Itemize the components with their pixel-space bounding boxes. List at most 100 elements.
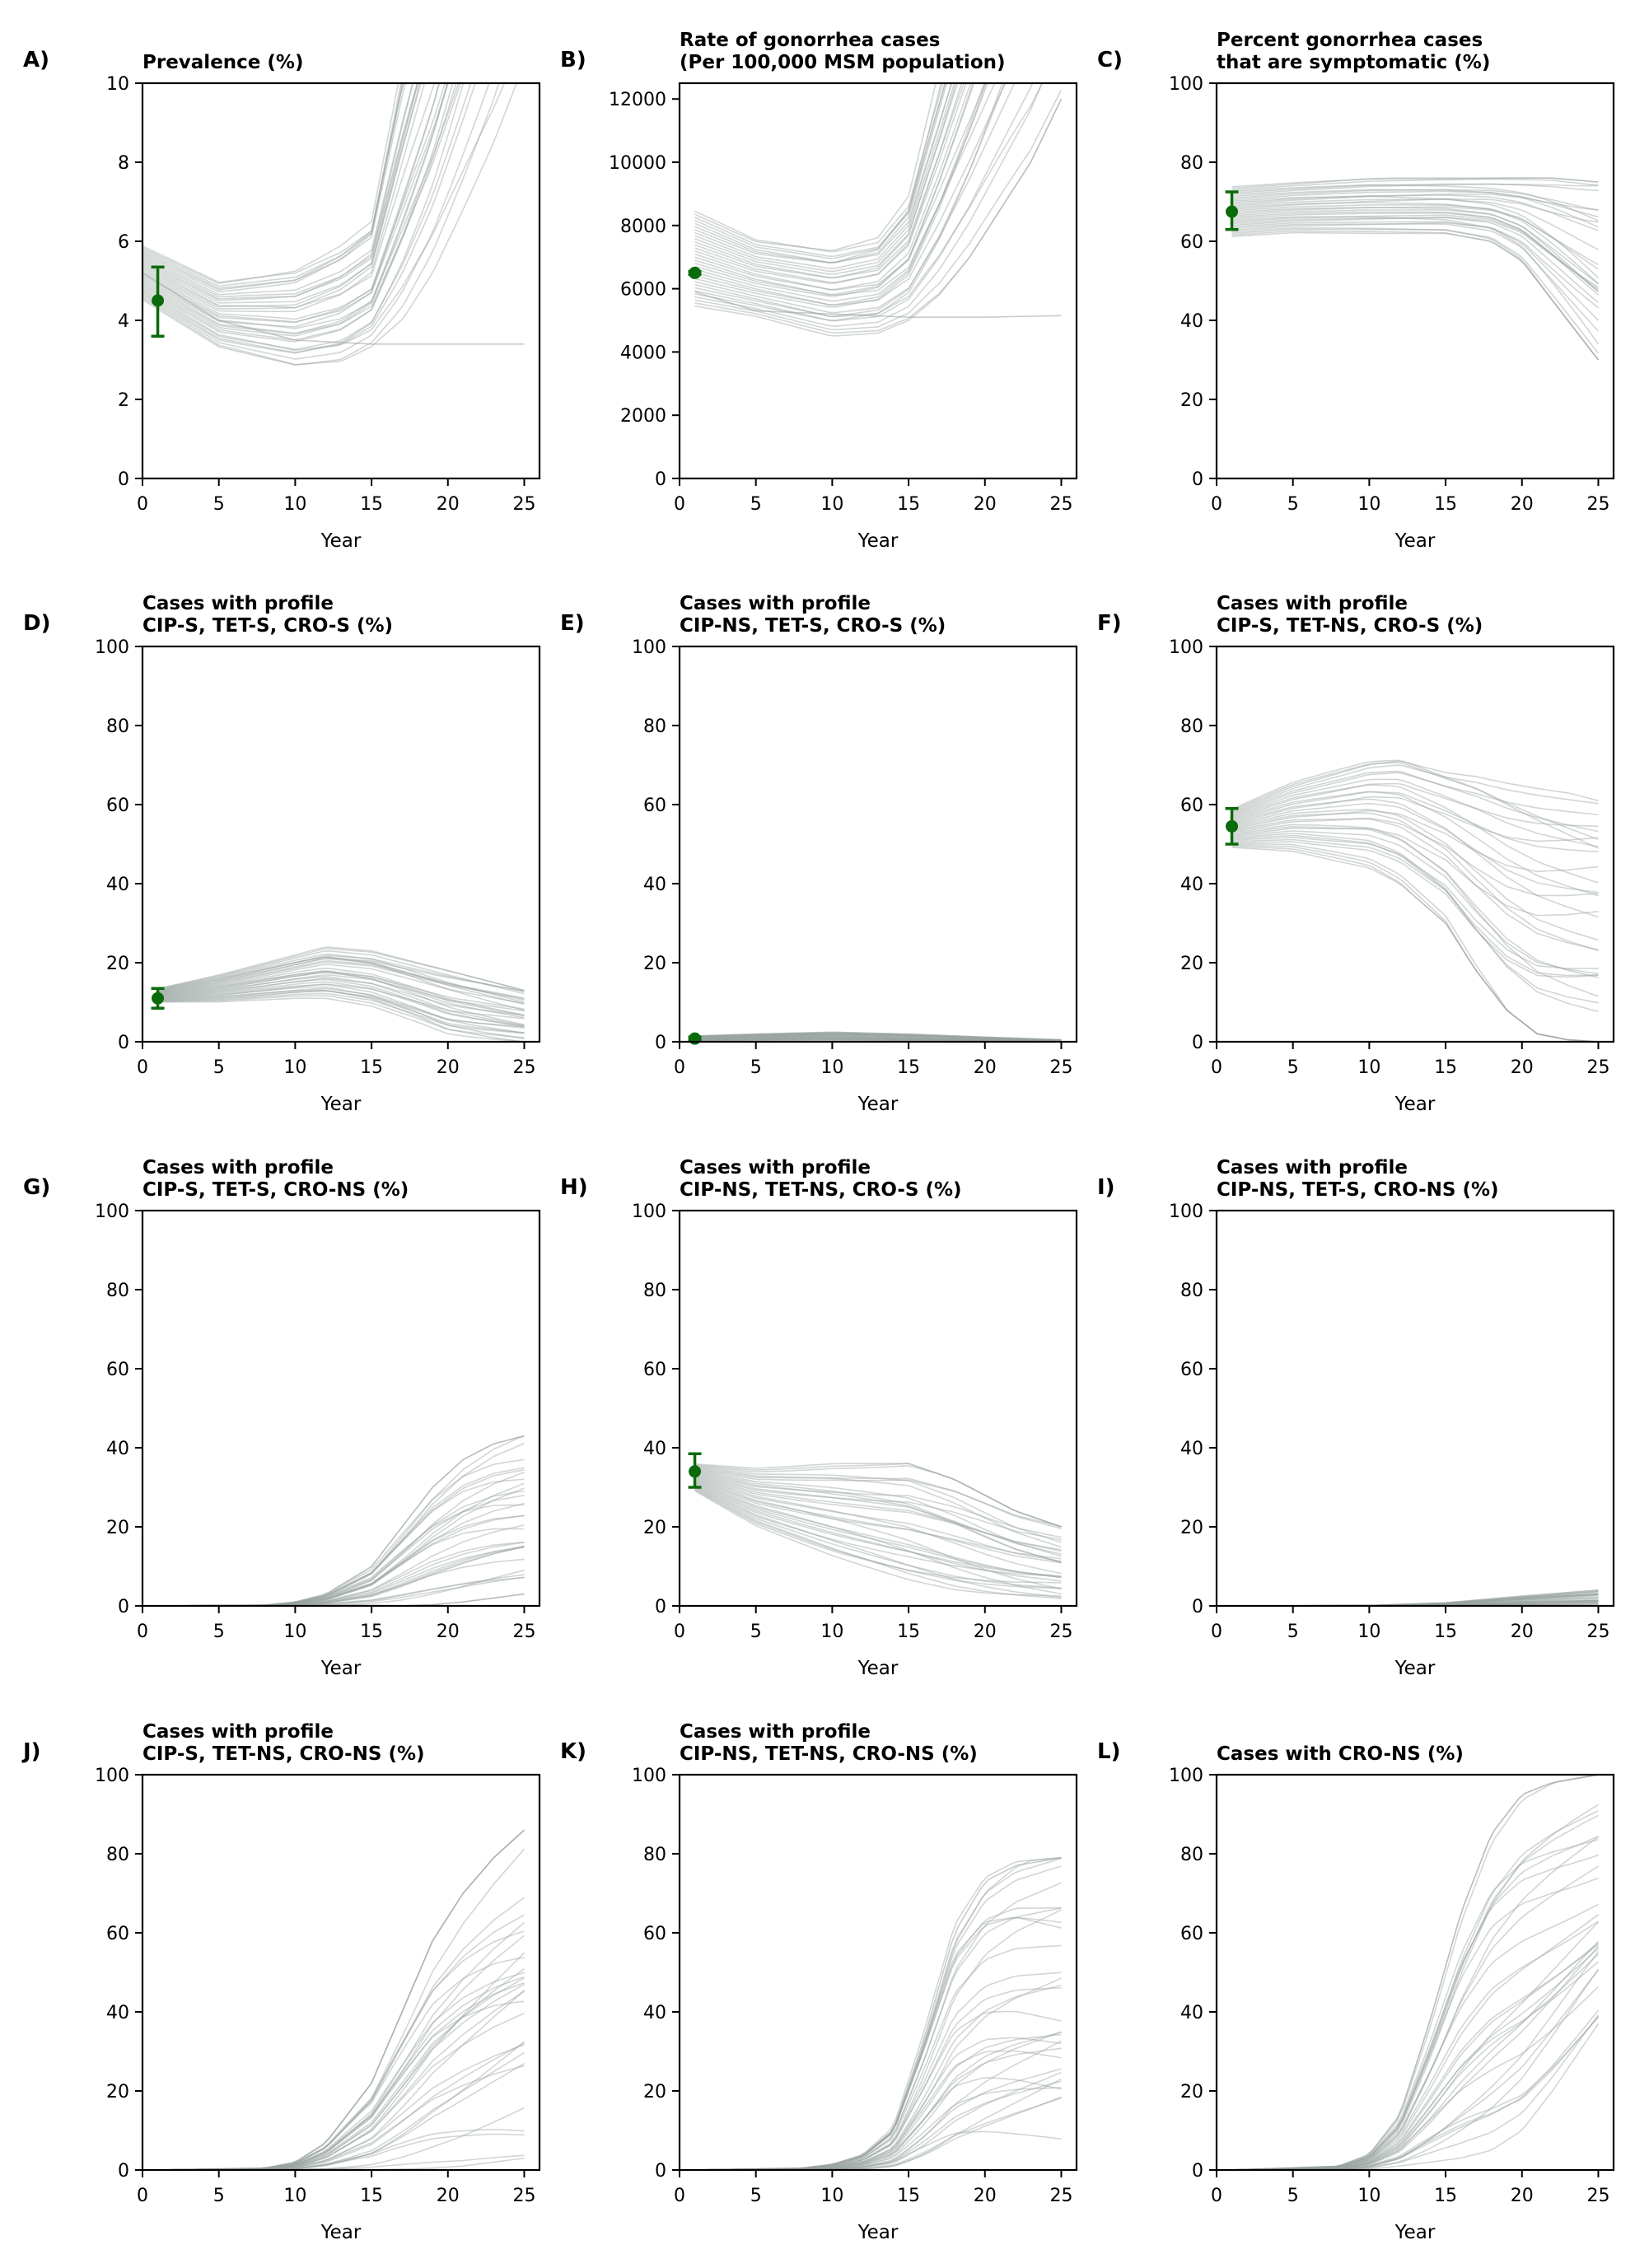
panel-title: Cases with profile [680,1157,871,1178]
x-axis-label: Year [857,1658,899,1679]
panel-title: (Per 100,000 MSM population) [680,52,1006,73]
trajectory-line [694,1032,1062,1041]
x-tick-label: 0 [1211,2186,1222,2206]
plot-frame [1215,1209,1615,1608]
trajectory-line [694,83,942,264]
y-tick-label: 0 [655,2161,666,2182]
x-tick-label: 20 [437,1057,460,1078]
y-tick-label: 4000 [620,343,666,363]
trajectory-line [694,1487,1062,1599]
x-tick-label: 20 [437,494,460,515]
trajectory-line [694,83,944,253]
trajectory-line [694,1034,1062,1041]
data-point [689,266,702,279]
trajectory-line [1231,221,1600,321]
y-tick-label: 80 [106,716,129,737]
y-tick-label: 0 [118,469,129,490]
trajectory-line [1231,1775,1599,2170]
x-tick-label: 5 [213,1622,225,1642]
plot-area [157,946,525,1042]
y-tick-label: 20 [1180,1518,1203,1538]
x-axis-label: Year [1394,1658,1436,1679]
x-tick-label: 5 [1287,2186,1299,2206]
trajectory-line [694,1480,1062,1595]
panel-title: Prevalence (%) [142,52,303,73]
trajectory-line [694,1037,1062,1042]
panel-l: 0 5 10 15 20 25 0 20 40 60 80 100 Year L) Cases with C… [1097,1739,1615,2243]
trajectory-line [694,1035,1062,1042]
plot-area [1231,759,1599,1042]
trajectory-line [694,1037,1062,1042]
x-tick-label: 5 [1287,494,1299,515]
y-tick-label: 80 [643,1281,666,1301]
trajectory-line [142,83,418,298]
trajectory-line [142,83,457,341]
panel-letter: D) [23,611,50,636]
y-tick-label: 2000 [620,406,666,427]
trajectory-line [1231,184,1599,222]
x-tick-label: 25 [512,1622,535,1642]
trajectory-line [1231,778,1599,847]
trajectory-line [1231,1836,1599,2170]
trajectory-line [1231,791,1599,897]
trajectory-line [157,2042,525,2170]
trajectory-line [1231,189,1599,212]
panel-e: 0 5 10 15 20 25 0 20 40 60 80 100 Year E) Cases with p… [560,593,1078,1115]
trajectory-line [1231,824,1599,997]
y-tick-label: 100 [1169,1202,1203,1222]
trajectory-line [694,1463,1062,1528]
trajectory-line [1231,183,1599,196]
plot-frame [141,645,541,1043]
trajectory-line [142,83,476,353]
y-tick-label: 100 [632,637,666,658]
trajectory-line [694,1464,1062,1528]
trajectory-line [142,83,446,320]
y-tick-label: 10 [106,74,129,95]
y-tick-label: 60 [1180,1924,1203,1944]
trajectory-line [1231,817,1599,897]
panel-title: CIP-S, TET-NS, CRO-NS (%) [142,1743,425,1765]
trajectory-line [694,83,953,269]
x-tick-label: 25 [1049,2186,1072,2206]
trajectory-line [157,1829,526,2170]
trajectory-line [694,83,957,279]
observed-point [688,1032,702,1045]
y-tick-label: 40 [1180,1439,1203,1459]
trajectory-line [694,1857,1062,2170]
trajectory-line [1231,782,1599,828]
trajectory-line [694,1469,1062,1557]
x-tick-label: 0 [1211,494,1222,515]
trajectory-line [1231,1775,1599,2170]
trajectory-line [694,1471,1062,1563]
x-tick-label: 25 [1049,1622,1072,1642]
plot-area [694,1463,1062,1599]
y-tick-label: 80 [1180,153,1203,174]
trajectory-line [694,1034,1062,1041]
trajectory-line [694,1473,1062,1541]
trajectory-line [694,1477,1062,1562]
trajectory-line [1231,1942,1600,2170]
trajectory-line [157,959,525,999]
y-tick-label: 100 [95,1202,129,1222]
panel-title: CIP-S, TET-S, CRO-S (%) [142,615,393,637]
trajectory-line [1231,1940,1600,2170]
trajectory-line [1231,194,1599,231]
y-tick-label: 10000 [609,153,666,174]
trajectory-line [1231,2023,1600,2170]
x-tick-label: 10 [820,1057,843,1078]
trajectory-line [1231,206,1599,266]
y-tick-label: 20 [106,1518,129,1538]
data-point [689,1032,702,1045]
trajectory-line [694,83,948,264]
y-tick-label: 40 [643,875,666,895]
trajectory-line [694,83,1044,327]
y-tick-label: 20 [1180,954,1203,974]
x-tick-label: 5 [750,2186,762,2206]
trajectory-line [694,83,1016,314]
trajectory-line [694,1916,1062,2170]
trajectory-line [1231,784,1599,884]
y-tick-label: 40 [643,1439,666,1459]
trajectory-line [694,2033,1062,2170]
trajectory-line [1231,796,1599,842]
panel-title: Cases with profile [1217,593,1408,614]
